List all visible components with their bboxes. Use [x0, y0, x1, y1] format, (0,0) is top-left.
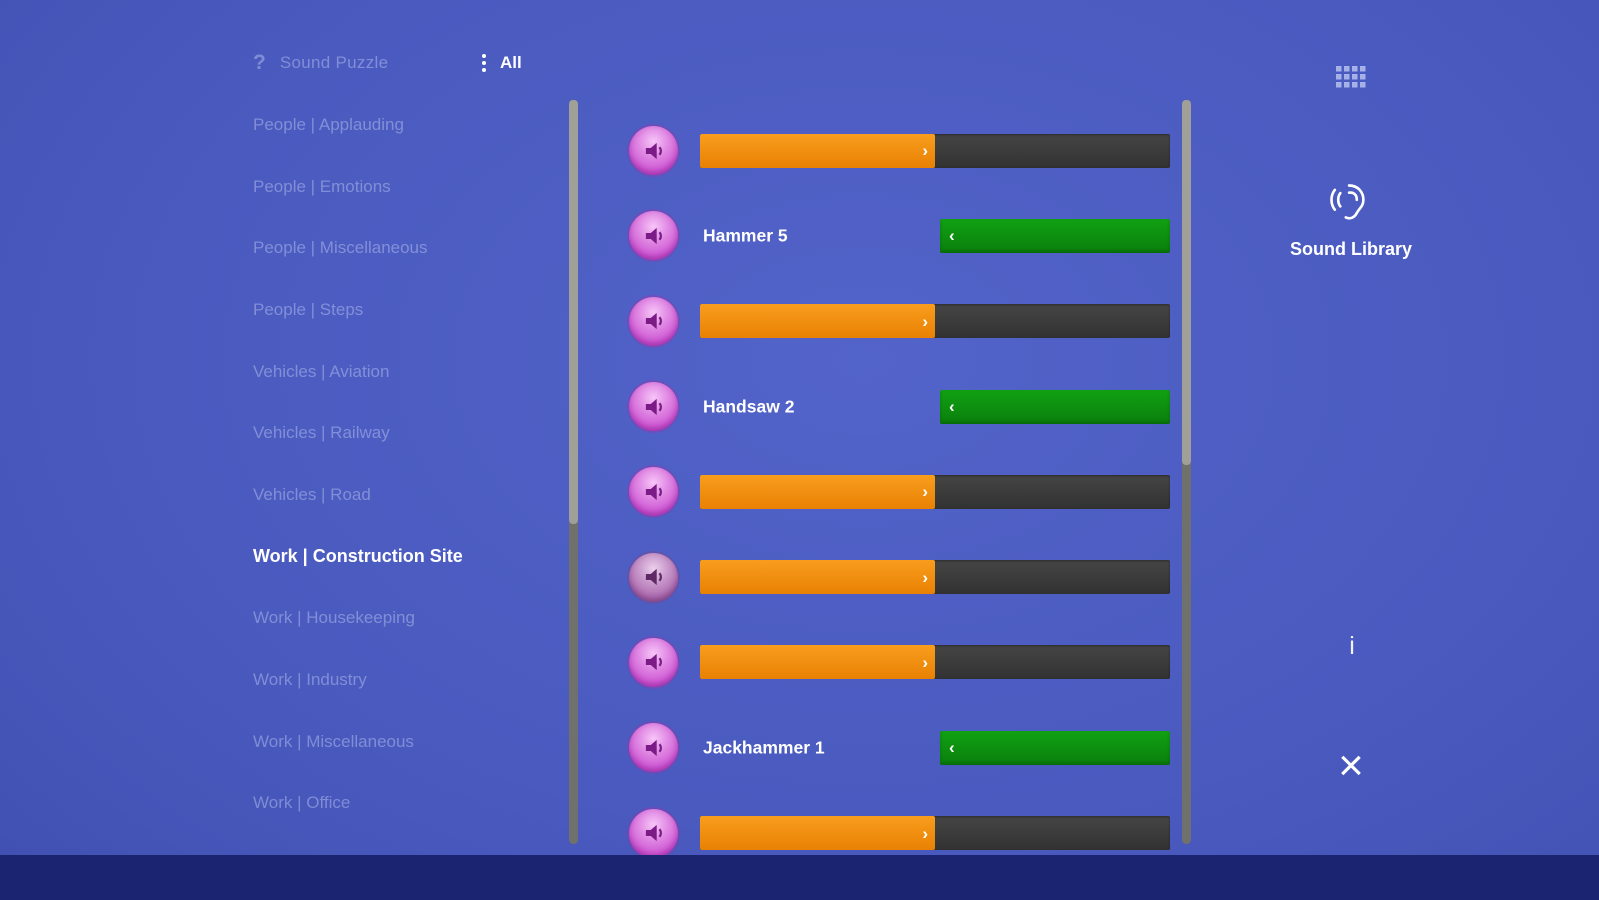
speaker-icon: [645, 824, 662, 842]
guess-slider-fill[interactable]: ›: [700, 304, 935, 339]
sound-puzzle-header: ? Sound Puzzle: [253, 47, 388, 79]
sound-library-title: Sound Library: [1289, 239, 1412, 259]
speaker-icon: [645, 313, 662, 330]
sound-name-label: Jackhammer 1: [703, 737, 825, 758]
solved-sound-area: Handsaw 2 ‹: [700, 389, 1170, 424]
solved-sound-area: Jackhammer 1 ‹: [700, 730, 1170, 765]
guess-slider-track[interactable]: ›: [700, 645, 1170, 680]
sidebar-item-work-industry[interactable]: Work | Industry: [253, 670, 367, 690]
sidebar-item-work-construction-site[interactable]: Work | Construction Site: [253, 546, 463, 567]
chevron-left-icon: ‹: [949, 738, 955, 758]
sound-row: Hammer 5 ‹: [629, 193, 1170, 278]
guess-slider-track[interactable]: ›: [700, 133, 1170, 168]
sound-name-label: Hammer 5: [703, 225, 788, 246]
close-icon[interactable]: ×: [1338, 741, 1364, 790]
filter-selected-label: All: [500, 53, 522, 72]
list-scrollbar-right[interactable]: [1182, 100, 1191, 844]
guess-slider-area: ›: [700, 816, 1170, 851]
chevron-right-icon: ›: [922, 652, 928, 672]
ear-icon: [1326, 180, 1370, 229]
chevron-right-icon: ›: [922, 482, 928, 502]
speaker-icon: [645, 398, 662, 415]
chevron-right-icon: ›: [922, 823, 928, 843]
play-sound-button[interactable]: [629, 552, 678, 602]
guess-slider-fill[interactable]: ›: [700, 645, 935, 680]
guess-slider-fill[interactable]: ›: [700, 133, 935, 168]
guess-slider-track[interactable]: ›: [700, 560, 1170, 595]
guess-slider-fill[interactable]: ›: [700, 560, 935, 595]
kebab-menu-icon: [482, 54, 486, 72]
sidebar-item-work-office[interactable]: Work | Office: [253, 793, 351, 813]
speaker-icon: [645, 739, 662, 756]
solved-sound-area: Hammer 5 ‹: [700, 218, 1170, 253]
sidebar-item-people-applauding[interactable]: People | Applauding: [253, 114, 404, 134]
sound-row: ›: [629, 620, 1170, 705]
play-sound-button[interactable]: [629, 296, 678, 346]
sidebar-item-vehicles-aviation[interactable]: Vehicles | Aviation: [253, 361, 390, 381]
guess-slider-track[interactable]: ›: [700, 474, 1170, 509]
info-icon[interactable]: i: [1349, 632, 1355, 660]
sidebar-item-vehicles-road[interactable]: Vehicles | Road: [253, 484, 371, 504]
guess-slider-area: ›: [700, 304, 1170, 339]
solved-slider[interactable]: ‹: [940, 730, 1170, 765]
sound-row: ›: [629, 534, 1170, 619]
sound-row: ›: [629, 108, 1170, 193]
play-sound-button[interactable]: [629, 467, 678, 517]
chevron-left-icon: ‹: [949, 226, 955, 246]
scrollbar-thumb[interactable]: [1182, 100, 1191, 465]
speaker-icon: [645, 227, 662, 245]
sound-puzzle-label: Sound Puzzle: [279, 53, 389, 72]
speaker-icon: [645, 569, 662, 586]
speaker-icon: [645, 142, 662, 159]
sound-name-label: Handsaw 2: [703, 396, 795, 417]
guess-slider-area: ›: [700, 560, 1170, 595]
speaker-icon: [645, 483, 662, 500]
sound-row: Handsaw 2 ‹: [629, 364, 1170, 449]
play-sound-button[interactable]: [629, 126, 678, 176]
chevron-right-icon: ›: [922, 311, 928, 331]
sound-row-list: › Hammer 5 ‹: [629, 108, 1170, 876]
guess-slider-track[interactable]: ›: [700, 816, 1170, 851]
sound-row: ›: [629, 279, 1170, 364]
sound-row: Jackhammer 1 ‹: [629, 705, 1170, 790]
question-mark-icon[interactable]: ?: [253, 51, 266, 74]
guess-slider-track[interactable]: ›: [700, 304, 1170, 339]
sidebar-item-people-miscellaneous[interactable]: People | Miscellaneous: [253, 238, 428, 258]
grid-view-icon[interactable]: [1336, 66, 1366, 93]
chevron-right-icon: ›: [922, 141, 928, 161]
play-sound-button[interactable]: [629, 637, 678, 687]
sidebar-item-vehicles-railway[interactable]: Vehicles | Railway: [253, 423, 390, 443]
sidebar-item-work-miscellaneous[interactable]: Work | Miscellaneous: [253, 731, 414, 751]
bottom-bar: [0, 855, 1599, 900]
sound-row: ›: [629, 790, 1170, 875]
play-sound-button[interactable]: [629, 723, 678, 773]
sidebar-item-people-steps[interactable]: People | Steps: [253, 299, 364, 319]
play-sound-button[interactable]: [629, 382, 678, 432]
guess-slider-fill[interactable]: ›: [700, 474, 935, 509]
sidebar-item-work-housekeeping[interactable]: Work | Housekeeping: [253, 608, 415, 628]
guess-slider-area: ›: [700, 133, 1170, 168]
chevron-right-icon: ›: [922, 567, 928, 587]
scrollbar-thumb[interactable]: [569, 100, 578, 525]
filter-dropdown[interactable]: All: [482, 47, 522, 79]
chevron-left-icon: ‹: [949, 397, 955, 417]
solved-slider[interactable]: ‹: [940, 389, 1170, 424]
guess-slider-area: ›: [700, 645, 1170, 680]
play-sound-button[interactable]: [629, 808, 678, 858]
sidebar-item-people-emotions[interactable]: People | Emotions: [253, 176, 391, 196]
speaker-icon: [645, 654, 662, 671]
play-sound-button[interactable]: [629, 211, 678, 261]
sound-row: ›: [629, 449, 1170, 534]
category-sidebar: People | Applauding People | Emotions Pe…: [253, 94, 503, 834]
guess-slider-fill[interactable]: ›: [700, 816, 935, 851]
list-scrollbar-left[interactable]: [569, 100, 578, 844]
guess-slider-area: ›: [700, 474, 1170, 509]
solved-slider[interactable]: ‹: [940, 218, 1170, 253]
